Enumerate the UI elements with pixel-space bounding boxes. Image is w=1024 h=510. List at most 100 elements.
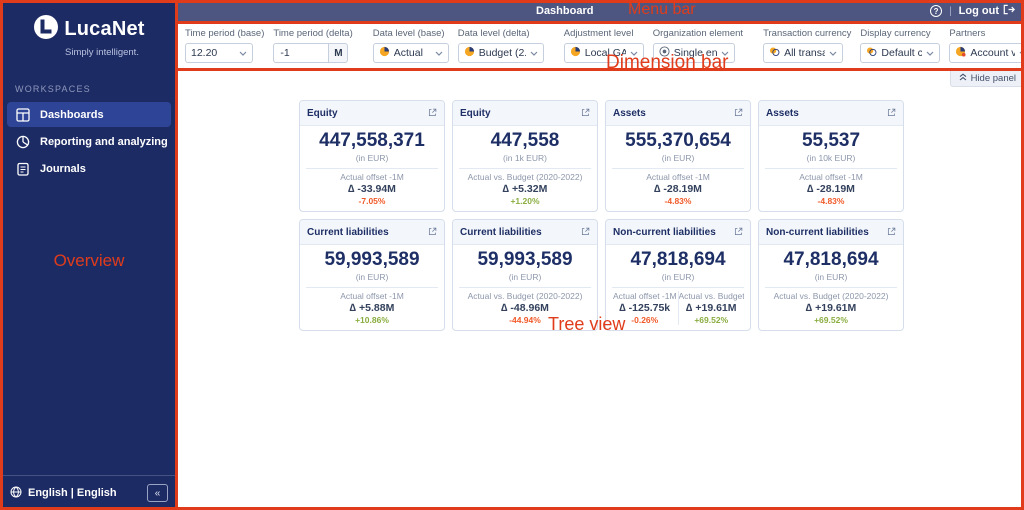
hide-panel-button[interactable]: Hide panel bbox=[949, 70, 1024, 87]
lucanet-logo-icon bbox=[33, 14, 59, 45]
help-icon[interactable]: ? bbox=[930, 5, 943, 17]
card-title: Equity bbox=[460, 107, 491, 119]
card-unit: (in 1k EUR) bbox=[503, 153, 547, 163]
kpi-card-equity-eur: Equity 447,558,371 (in EUR) Actual offse… bbox=[299, 100, 445, 212]
card-unit: (in EUR) bbox=[814, 272, 848, 282]
filter-time-period-delta: Time period (delta) M bbox=[273, 28, 353, 63]
logout-icon bbox=[1003, 4, 1015, 18]
open-external-icon[interactable] bbox=[428, 104, 437, 122]
open-external-icon[interactable] bbox=[581, 223, 590, 241]
filter-data-level-delta: Data level (delta) Budget (2... bbox=[457, 28, 544, 63]
time-period-delta-input[interactable] bbox=[273, 43, 329, 63]
organization-element-select[interactable]: Single ent... bbox=[652, 43, 735, 63]
chevron-down-icon bbox=[630, 51, 638, 56]
card-title: Equity bbox=[307, 107, 338, 119]
dimension-icon bbox=[464, 46, 475, 60]
card-comparison: Actual vs. Budget (2... ∆ +19.61M +69.52… bbox=[677, 291, 744, 325]
kpi-card-grid: Equity 447,558,371 (in EUR) Actual offse… bbox=[299, 100, 1024, 331]
card-comparison: Actual offset -1M ∆ +5.88M +10.86% bbox=[340, 291, 404, 325]
filter-display-currency: Display currency Default c... bbox=[860, 28, 941, 63]
filter-partners: Partners Account v... bbox=[949, 28, 1024, 63]
card-unit: (in EUR) bbox=[355, 272, 389, 282]
card-comparison: Actual vs. Budget (2020-2022) ∆ +5.32M +… bbox=[467, 172, 583, 206]
kpi-card-current-liabilities-1: Current liabilities 59,993,589 (in EUR) … bbox=[299, 219, 445, 331]
sidebar-item-journals[interactable]: Journals bbox=[7, 156, 171, 181]
sidebar-item-label: Journals bbox=[40, 162, 86, 175]
data-level-base-select[interactable]: Actual bbox=[372, 43, 449, 63]
sidebar-item-dashboards[interactable]: Dashboards bbox=[7, 102, 171, 127]
kpi-card-noncurrent-liabilities-1: Non-current liabilities 47,818,694 (in E… bbox=[605, 219, 751, 331]
chevron-down-icon bbox=[530, 51, 538, 56]
logo-text: LucaNet bbox=[64, 18, 145, 40]
page-title: Dashboard bbox=[536, 5, 594, 17]
tree-view: Hide panel Equity 447,558,371 (in EUR) A… bbox=[178, 70, 1024, 510]
language-selector[interactable]: English | English bbox=[10, 486, 117, 501]
hide-panel-label: Hide panel bbox=[970, 72, 1016, 84]
chevron-down-icon bbox=[435, 51, 443, 56]
collapse-icon: « bbox=[154, 487, 161, 499]
card-value: 447,558,371 bbox=[319, 130, 425, 151]
month-unit-button[interactable]: M bbox=[328, 43, 349, 63]
partners-select[interactable]: Account v... bbox=[949, 43, 1024, 63]
card-comparison: Actual offset -1M ∆ -33.94M -7.05% bbox=[340, 172, 404, 206]
card-value: 447,558 bbox=[490, 130, 560, 151]
filter-adjustment-level: Adjustment level Local GA... bbox=[563, 28, 644, 63]
kpi-card-assets-10k: Assets 55,537 (in 10k EUR) Actual offset… bbox=[758, 100, 904, 212]
filter-organization-element: Organization element Single ent... bbox=[652, 28, 743, 63]
card-title: Non-current liabilities bbox=[613, 226, 716, 238]
open-external-icon[interactable] bbox=[581, 104, 590, 122]
dimension-bar: Time period (base) 12.20 Time period (de… bbox=[178, 22, 1024, 70]
dimension-icon bbox=[955, 46, 966, 60]
language-label: English | English bbox=[28, 487, 117, 499]
sidebar-footer: English | English « bbox=[0, 475, 178, 510]
filter-transaction-currency: Transaction currency All transa... bbox=[763, 28, 851, 63]
kpi-card-assets-eur: Assets 555,370,654 (in EUR) Actual offse… bbox=[605, 100, 751, 212]
card-comparison: Actual offset -1M ∆ -125.75k -0.26% bbox=[612, 291, 677, 325]
menubar-separator: | bbox=[949, 5, 952, 17]
dimension-icon bbox=[570, 46, 581, 60]
card-value: 59,993,589 bbox=[477, 249, 573, 270]
card-unit: (in EUR) bbox=[661, 272, 695, 282]
card-title: Current liabilities bbox=[307, 226, 389, 238]
card-unit: (in EUR) bbox=[508, 272, 542, 282]
chevron-down-icon bbox=[239, 51, 247, 56]
card-value: 59,993,589 bbox=[324, 249, 420, 270]
kpi-card-equity-1k: Equity 447,558 (in 1k EUR) Actual vs. Bu… bbox=[452, 100, 598, 212]
dimension-icon bbox=[769, 46, 780, 60]
logout-label: Log out bbox=[958, 5, 999, 17]
sidebar-item-reporting[interactable]: Reporting and analyzing bbox=[7, 129, 171, 154]
dimension-icon bbox=[379, 46, 390, 60]
card-unit: (in EUR) bbox=[661, 153, 695, 163]
logo-tagline: Simply intelligent. bbox=[65, 47, 139, 58]
card-value: 55,537 bbox=[801, 130, 861, 151]
adjustment-level-select[interactable]: Local GA... bbox=[563, 43, 644, 63]
card-comparison: Actual offset -1M ∆ -28.19M -4.83% bbox=[799, 172, 863, 206]
chevron-down-icon bbox=[926, 51, 934, 56]
open-external-icon[interactable] bbox=[734, 104, 743, 122]
logout-button[interactable]: Log out bbox=[959, 4, 1015, 18]
kpi-card-current-liabilities-2: Current liabilities 59,993,589 (in EUR) … bbox=[452, 219, 598, 331]
chevron-down-icon bbox=[829, 51, 837, 56]
dimension-icon bbox=[659, 46, 670, 60]
sidebar-item-label: Reporting and analyzing bbox=[40, 135, 168, 148]
menu-bar: Dashboard ? | Log out bbox=[178, 0, 1024, 22]
sidebar: LucaNet Simply intelligent. WORKSPACES D… bbox=[0, 0, 178, 510]
card-title: Non-current liabilities bbox=[766, 226, 869, 238]
journal-icon bbox=[16, 162, 30, 176]
dimension-icon bbox=[866, 46, 877, 60]
kpi-card-noncurrent-liabilities-2: Non-current liabilities 47,818,694 (in E… bbox=[758, 219, 904, 331]
open-external-icon[interactable] bbox=[428, 223, 437, 241]
open-external-icon[interactable] bbox=[734, 223, 743, 241]
card-comparison: Actual offset -1M ∆ -28.19M -4.83% bbox=[646, 172, 710, 206]
filter-time-period-base: Time period (base) 12.20 bbox=[185, 28, 264, 63]
globe-icon bbox=[10, 486, 22, 501]
card-unit: (in EUR) bbox=[355, 153, 389, 163]
collapse-sidebar-button[interactable]: « bbox=[147, 484, 168, 502]
open-external-icon[interactable] bbox=[887, 104, 896, 122]
display-currency-select[interactable]: Default c... bbox=[860, 43, 941, 63]
open-external-icon[interactable] bbox=[887, 223, 896, 241]
data-level-delta-select[interactable]: Budget (2... bbox=[457, 43, 544, 63]
card-value: 555,370,654 bbox=[625, 130, 731, 151]
transaction-currency-select[interactable]: All transa... bbox=[763, 43, 844, 63]
time-period-base-select[interactable]: 12.20 bbox=[185, 43, 253, 63]
